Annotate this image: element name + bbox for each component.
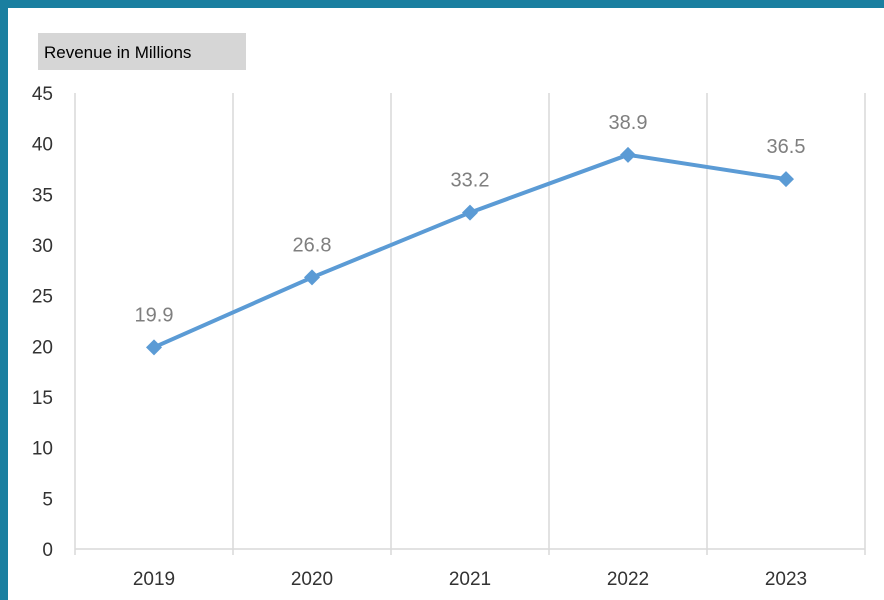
axes <box>74 93 866 555</box>
data-label: 19.9 <box>135 304 174 326</box>
data-label: 38.9 <box>609 112 648 134</box>
data-point-marker <box>620 146 636 163</box>
y-tick-label: 15 <box>32 388 53 409</box>
data-point-marker <box>778 171 794 188</box>
y-tick-label: 40 <box>32 135 53 156</box>
x-tick-label: 2023 <box>765 569 807 590</box>
y-tick-label: 45 <box>32 84 53 105</box>
series <box>146 146 794 356</box>
y-tick-label: 5 <box>42 489 53 510</box>
x-axis-ticks: 2019 2020 2021 2022 2023 <box>133 569 807 590</box>
x-tick-label: 2020 <box>291 569 333 590</box>
y-tick-label: 30 <box>32 236 53 257</box>
data-point-marker <box>462 204 478 221</box>
data-labels: 19.9 26.8 33.2 38.9 36.5 <box>135 112 806 327</box>
y-axis-ticks: 0 5 10 15 20 25 30 35 40 45 <box>32 84 53 561</box>
data-label: 33.2 <box>451 170 490 192</box>
x-tick-label: 2021 <box>449 569 491 590</box>
y-tick-label: 25 <box>32 287 53 308</box>
y-tick-label: 20 <box>32 337 53 358</box>
data-point-marker <box>304 269 320 286</box>
x-tick-label: 2019 <box>133 569 175 590</box>
data-label: 26.8 <box>293 234 332 256</box>
y-tick-label: 35 <box>32 185 53 206</box>
data-point-marker <box>146 339 162 356</box>
chart-title: Revenue in Millions <box>38 33 246 70</box>
x-tick-label: 2022 <box>607 569 649 590</box>
gridlines <box>232 93 866 549</box>
y-tick-label: 10 <box>32 439 53 460</box>
y-tick-label: 0 <box>42 540 53 561</box>
data-label: 36.5 <box>767 136 806 158</box>
